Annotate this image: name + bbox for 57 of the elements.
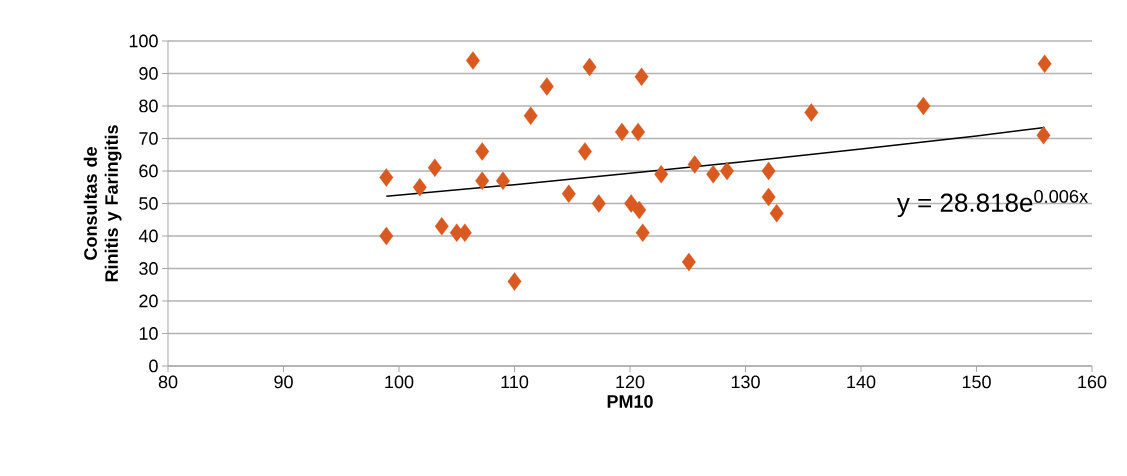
point bbox=[475, 142, 490, 161]
x-tick-label: 100 bbox=[385, 375, 414, 389]
point bbox=[804, 103, 819, 122]
x-tick-label: 120 bbox=[616, 375, 645, 389]
x-tick-label: 90 bbox=[274, 375, 293, 389]
x-tick-label: 80 bbox=[158, 375, 178, 389]
point bbox=[379, 226, 394, 246]
annotation: y = 28.818e$^{0.006x}$ bbox=[896, 189, 1088, 218]
point bbox=[578, 142, 592, 161]
y-tick-label: 40 bbox=[138, 229, 158, 243]
point bbox=[1037, 54, 1052, 73]
y-tick-label: 80 bbox=[139, 99, 158, 113]
point bbox=[769, 204, 784, 223]
y-tick-label: 90 bbox=[139, 67, 158, 80]
point bbox=[379, 168, 394, 187]
point bbox=[1036, 126, 1051, 145]
point bbox=[761, 187, 776, 207]
point bbox=[624, 194, 639, 213]
point bbox=[539, 77, 554, 96]
x-tick-label: 130 bbox=[731, 375, 760, 389]
x-tick-label: 160 bbox=[1078, 375, 1107, 389]
y-tick-label: 30 bbox=[139, 262, 158, 275]
point bbox=[631, 122, 646, 142]
point bbox=[687, 155, 702, 174]
y-tick-label: 100 bbox=[129, 34, 158, 48]
point bbox=[496, 171, 510, 190]
y-axis-title: Consultas de Rinitis y Faringitis bbox=[83, 125, 122, 282]
point bbox=[654, 165, 669, 184]
y-tick-label: 10 bbox=[139, 327, 158, 340]
point bbox=[635, 223, 650, 242]
x-tick-label: 110 bbox=[501, 375, 529, 389]
point bbox=[591, 194, 606, 213]
point bbox=[634, 67, 649, 86]
x-tick-label: 140 bbox=[847, 375, 876, 389]
point bbox=[632, 200, 647, 220]
point bbox=[475, 171, 490, 190]
y-tick-label: 0 bbox=[149, 359, 158, 373]
point bbox=[434, 217, 449, 236]
y-tick-label: 20 bbox=[139, 294, 158, 308]
point bbox=[706, 165, 721, 184]
point bbox=[412, 178, 427, 197]
point bbox=[720, 161, 734, 181]
x-tick-label: 150 bbox=[962, 375, 991, 389]
y-tick-label: 60 bbox=[139, 164, 158, 178]
y-tick-label: 70 bbox=[139, 132, 158, 145]
y-tick-label: 50 bbox=[139, 197, 158, 210]
point bbox=[561, 184, 576, 203]
point bbox=[761, 161, 776, 181]
x-axis-title: PM10 bbox=[607, 395, 653, 408]
point bbox=[427, 158, 442, 177]
point bbox=[523, 106, 538, 125]
point bbox=[582, 57, 597, 77]
point bbox=[465, 51, 480, 70]
point bbox=[614, 122, 629, 142]
point bbox=[681, 252, 696, 272]
point bbox=[916, 96, 931, 116]
point bbox=[507, 272, 522, 291]
